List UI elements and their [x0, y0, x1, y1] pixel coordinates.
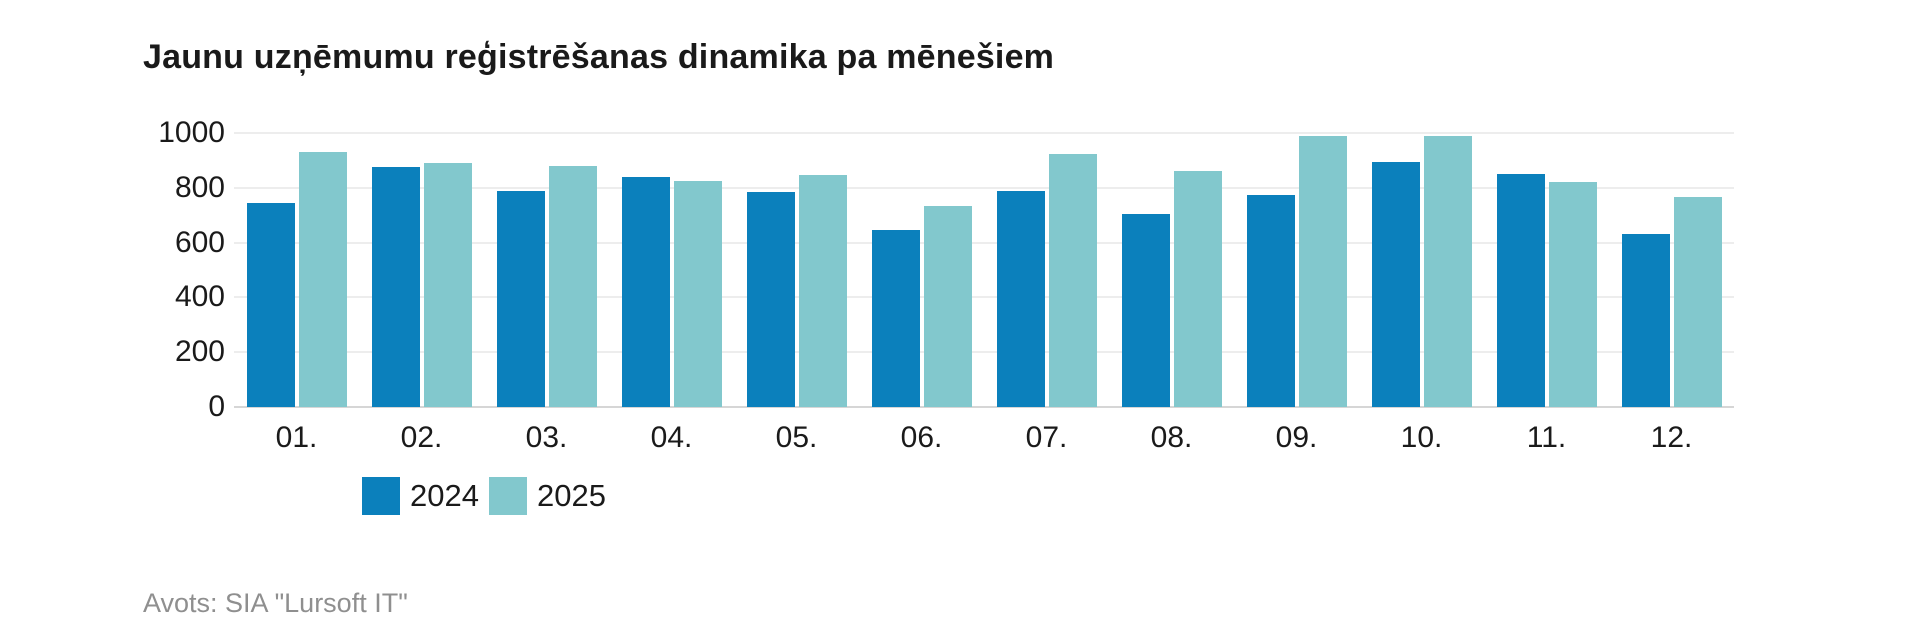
bar-group-03: 03.	[484, 133, 609, 454]
bar-2024-month-06	[871, 230, 920, 407]
bar-2025-month-09	[1298, 135, 1347, 407]
bar-2025-month-02	[423, 163, 472, 407]
bar-group-07: 07.	[984, 133, 1109, 454]
bar-2025-month-07	[1048, 153, 1097, 407]
legend-swatch-2024	[362, 477, 400, 515]
bar-2024-month-08	[1121, 213, 1170, 407]
x-tick-label-11: 11.	[1526, 421, 1567, 454]
bar-2024-month-04	[621, 176, 670, 407]
gridline-200	[234, 351, 1734, 354]
bar-group-06: 06.	[859, 133, 984, 454]
gridline-800	[234, 186, 1734, 189]
bar-2024-month-05	[746, 191, 795, 407]
bar-group-04: 04.	[609, 133, 734, 454]
legend: 2024 2025	[362, 477, 606, 515]
bar-2024-month-09	[1246, 194, 1295, 407]
y-tick-label-800: 800	[174, 170, 225, 204]
bar-group-01: 01.	[234, 133, 359, 454]
y-tick-label-600: 600	[174, 225, 225, 259]
bar-2025-month-08	[1173, 171, 1222, 407]
bar-group-05: 05.	[734, 133, 859, 454]
bar-group-11: 11.	[1484, 133, 1609, 454]
bar-group-10: 10.	[1359, 133, 1484, 454]
bar-group-09: 09.	[1234, 133, 1359, 454]
bar-series-layer: 01. 02. 03. 04. 05. 06. 07. 08. 09. 10. 11. 12.	[234, 133, 1734, 454]
x-axis-baseline	[234, 406, 1734, 408]
bar-2025-month-06	[923, 205, 972, 407]
bar-2025-month-05	[798, 175, 847, 407]
source-note: Avots: SIA "Lursoft IT"	[143, 588, 408, 618]
x-tick-label-04: 04.	[650, 421, 693, 454]
gridline-400	[234, 296, 1734, 299]
bar-group-08: 08.	[1109, 133, 1234, 454]
x-tick-label-06: 06.	[900, 421, 943, 454]
x-tick-label-09: 09.	[1275, 421, 1318, 454]
bar-2025-month-03	[548, 165, 597, 407]
x-tick-label-01: 01.	[275, 421, 318, 454]
bar-2025-month-11	[1548, 182, 1597, 407]
x-tick-label-12: 12.	[1650, 421, 1693, 454]
bar-2024-month-07	[996, 190, 1045, 407]
legend-swatch-2025	[488, 477, 527, 515]
bar-2024-month-12	[1621, 234, 1670, 407]
gridline-600	[234, 241, 1734, 244]
legend-label-2024: 2024	[410, 478, 479, 513]
chart-title: Jaunu uzņēmumu reģistrēšanas dinamika pa…	[143, 38, 1055, 76]
bar-2025-month-10	[1423, 135, 1472, 407]
bar-2025-month-04	[673, 180, 722, 407]
bar-group-12: 12.	[1609, 133, 1734, 454]
y-tick-label-1000: 1000	[158, 116, 225, 149]
gridline-1000	[234, 132, 1734, 134]
bar-2025-month-01	[298, 152, 347, 407]
y-tick-label-0: 0	[208, 390, 225, 423]
x-tick-label-10: 10.	[1400, 421, 1443, 454]
plot-area: 0 200 400 600 800 1000 01. 02. 03. 04. 05. 06. 07. 0…	[158, 116, 1734, 454]
x-tick-label-02: 02.	[400, 421, 443, 454]
bar-2024-month-03	[496, 190, 545, 407]
y-tick-label-400: 400	[174, 280, 225, 314]
x-tick-label-07: 07.	[1025, 421, 1068, 454]
bar-2024-month-02	[371, 167, 420, 407]
bar-2024-month-11	[1496, 174, 1545, 407]
bar-group-02: 02.	[359, 133, 484, 454]
legend-label-2025: 2025	[536, 478, 606, 513]
x-tick-label-05: 05.	[775, 421, 818, 454]
y-tick-label-200: 200	[174, 335, 225, 369]
x-tick-label-08: 08.	[1150, 421, 1193, 454]
bar-2024-month-01	[246, 202, 295, 407]
bar-2025-month-12	[1673, 197, 1722, 407]
bar-2024-month-10	[1371, 161, 1420, 407]
x-tick-label-03: 03.	[525, 421, 568, 454]
